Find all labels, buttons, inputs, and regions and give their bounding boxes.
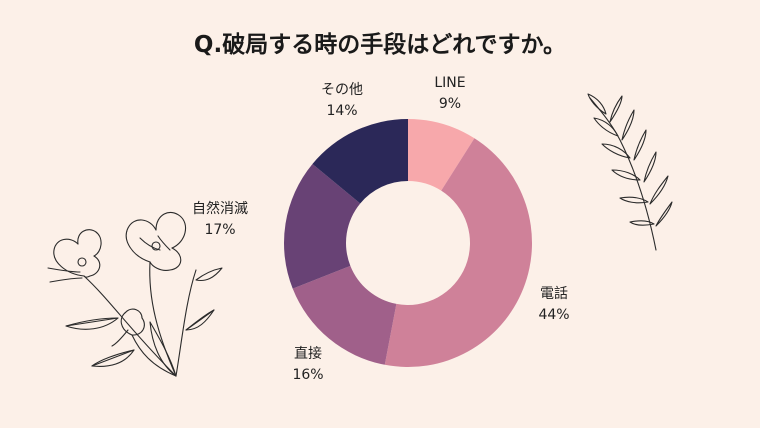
donut-slices [284,119,533,367]
slice-labels: LINE 9% 電話 44% 直接 16% 自然消滅 17% その他 14% [192,75,570,383]
chart-title: Q.破局する時の手段はどれですか。 [194,31,566,58]
slice-value-label: 44% [538,307,569,323]
flower-illustration [47,212,223,377]
slice-category-label: 自然消滅 [192,200,248,217]
sprig-illustration [587,93,673,251]
slice-value-label: 16% [292,367,323,383]
slice-value-label: 14% [326,103,357,119]
slice-category-label: LINE [434,75,465,91]
slice-2 [384,138,533,367]
slice-1 [408,119,475,191]
slice-category-label: その他 [321,82,363,98]
slice-5 [312,119,408,204]
slice-4 [284,163,361,289]
slice-category-label: 直接 [294,345,322,362]
slice-value-label: 17% [204,222,235,238]
slice-3 [292,265,397,365]
slice-value-label: 9% [439,96,461,112]
slice-category-label: 電話 [540,285,568,302]
